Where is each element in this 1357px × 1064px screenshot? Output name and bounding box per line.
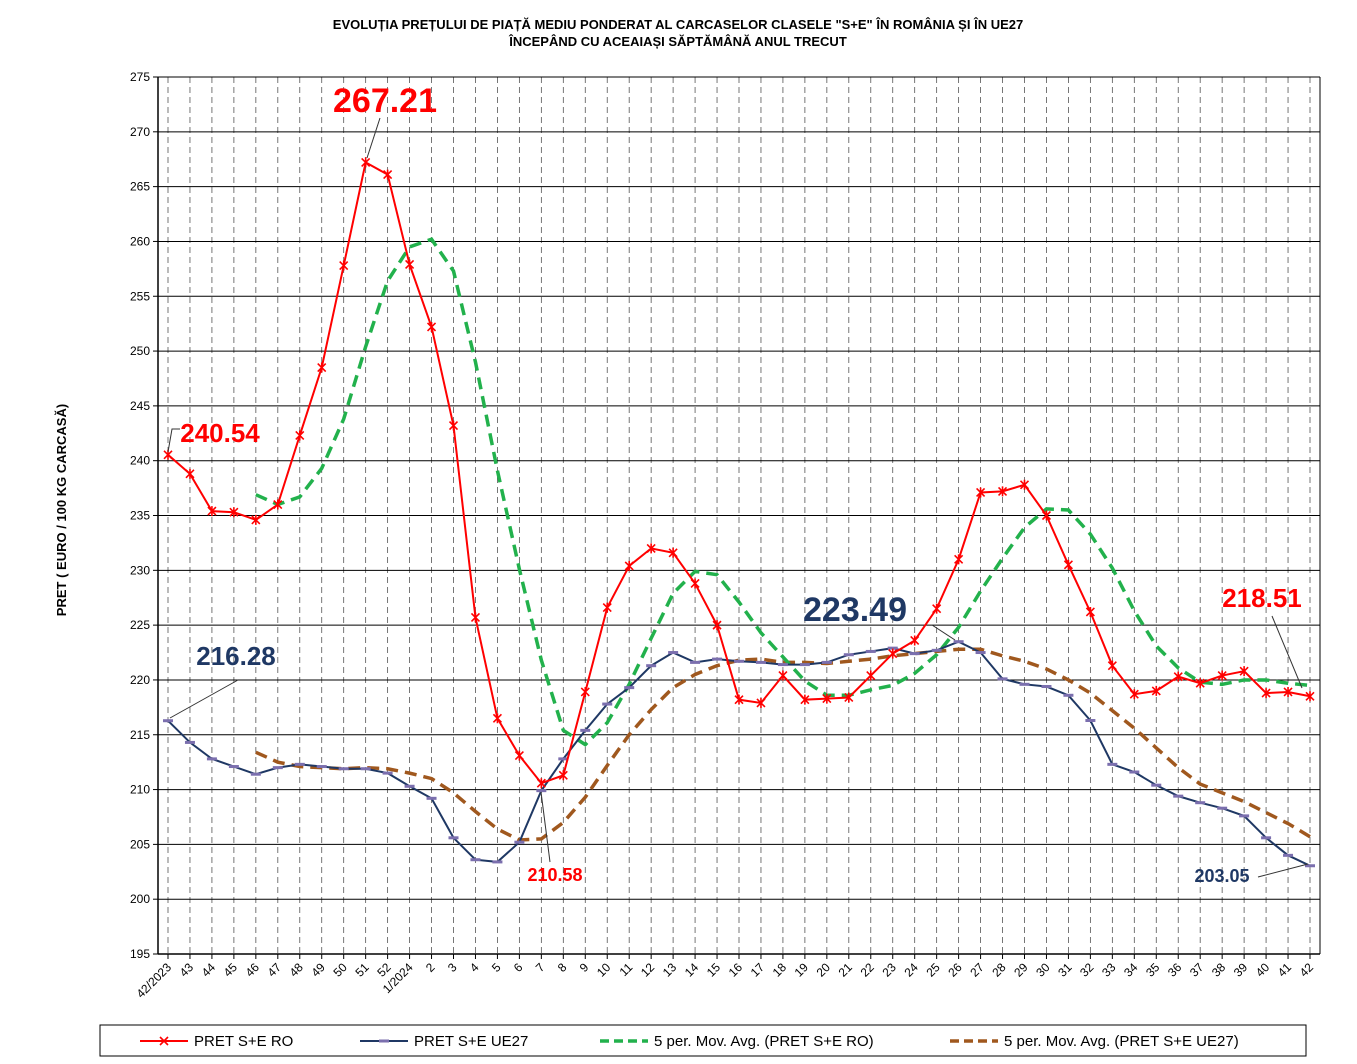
point-marker: [426, 321, 437, 332]
data-label: 223.49: [803, 591, 907, 629]
point-marker: [822, 693, 832, 704]
annotation-leader: [366, 117, 381, 159]
y-tick-label: 255: [130, 289, 150, 303]
point-marker: [1107, 660, 1117, 671]
point-marker: [339, 260, 349, 271]
data-label: 218.51: [1222, 583, 1302, 613]
y-tick-label: 205: [130, 837, 150, 851]
point-marker: [1151, 685, 1161, 696]
legend-label: PRET S+E UE27: [414, 1033, 528, 1050]
y-tick-label: 240: [130, 454, 150, 468]
point-marker: [1239, 666, 1249, 677]
point-marker: [536, 778, 546, 789]
point-marker: [756, 697, 766, 708]
legend-marker: [159, 1036, 169, 1046]
point-marker: [800, 694, 810, 705]
point-marker: [492, 713, 502, 724]
annotation-leader: [167, 428, 180, 453]
legend-box: [99, 1024, 1307, 1057]
data-label: 267.21: [333, 82, 437, 120]
point-marker: [251, 514, 261, 525]
point-marker: [1217, 670, 1227, 681]
point-marker: [954, 554, 964, 565]
y-axis-label: PRET ( EURO / 100 KG CARCASĂ): [54, 404, 69, 616]
point-marker: [1019, 479, 1030, 490]
point-marker: [844, 692, 854, 703]
data-label: 216.28: [196, 641, 276, 671]
data-label: 203.05: [1194, 866, 1249, 886]
point-marker: [1085, 606, 1095, 617]
point-marker: [602, 602, 612, 613]
moving-average-line: [255, 647, 1311, 842]
y-tick-label: 210: [130, 783, 150, 797]
point-marker: [470, 612, 481, 623]
point-marker: [910, 635, 920, 646]
point-marker: [690, 578, 700, 589]
point-marker: [448, 420, 459, 431]
point-marker: [361, 157, 371, 168]
point-marker: [207, 506, 217, 517]
point-marker: [580, 686, 590, 697]
point-marker: [1041, 510, 1052, 521]
y-tick-label: 270: [130, 125, 150, 139]
data-label: 240.54: [180, 418, 260, 448]
point-marker: [1173, 671, 1183, 682]
point-marker: [1305, 691, 1315, 702]
legend-label: 5 per. Mov. Avg. (PRET S+E RO): [654, 1033, 874, 1050]
y-tick-label: 215: [130, 728, 150, 742]
point-marker: [712, 620, 722, 631]
y-tick-label: 265: [130, 180, 150, 194]
legend-label: PRET S+E RO: [194, 1033, 293, 1050]
point-marker: [185, 468, 195, 479]
chart-title: EVOLUȚIA PREȚULUI DE PIAȚĂ MEDIU PONDERA…: [333, 17, 1023, 32]
y-tick-label: 195: [130, 947, 150, 961]
point-marker: [888, 648, 898, 659]
annotation-leader: [1271, 615, 1303, 689]
point-marker: [558, 770, 568, 781]
point-marker: [976, 487, 986, 498]
y-tick-label: 200: [130, 892, 150, 906]
point-marker: [229, 507, 239, 518]
annotation-leader: [169, 679, 239, 719]
point-marker: [1063, 559, 1073, 570]
y-tick-label: 260: [130, 234, 150, 248]
y-tick-label: 235: [130, 509, 150, 523]
point-marker: [1283, 686, 1293, 697]
y-tick-label: 245: [130, 399, 150, 413]
y-tick-label: 275: [130, 70, 150, 84]
point-marker: [624, 560, 634, 571]
annotation-leader: [931, 624, 956, 641]
point-marker: [1195, 678, 1205, 689]
point-marker: [668, 547, 678, 558]
point-marker: [866, 670, 876, 681]
annotation-leader: [540, 791, 551, 863]
point-marker: [778, 670, 788, 681]
y-tick-label: 225: [130, 618, 150, 632]
legend-label: 5 per. Mov. Avg. (PRET S+E UE27): [1004, 1033, 1239, 1050]
point-marker: [997, 486, 1008, 497]
point-marker: [514, 750, 524, 761]
point-marker: [405, 259, 415, 270]
chart-subtitle: ÎNCEPÂND CU ACEAIAȘI SĂPTĂMÂNĂ ANUL TREC…: [508, 34, 847, 49]
point-marker: [932, 603, 942, 614]
point-marker: [1129, 689, 1139, 700]
point-marker: [646, 543, 656, 554]
annotation-leader: [1257, 863, 1309, 878]
point-marker: [1261, 688, 1271, 699]
y-tick-label: 250: [130, 344, 150, 358]
y-tick-label: 220: [130, 673, 150, 687]
point-marker: [734, 694, 744, 705]
point-marker: [317, 362, 327, 373]
data-label: 210.58: [527, 865, 582, 885]
moving-average-line: [255, 237, 1311, 747]
point-marker: [383, 169, 393, 180]
point-marker: [295, 430, 305, 441]
point-marker: [273, 499, 283, 510]
y-tick-label: 230: [130, 563, 150, 577]
